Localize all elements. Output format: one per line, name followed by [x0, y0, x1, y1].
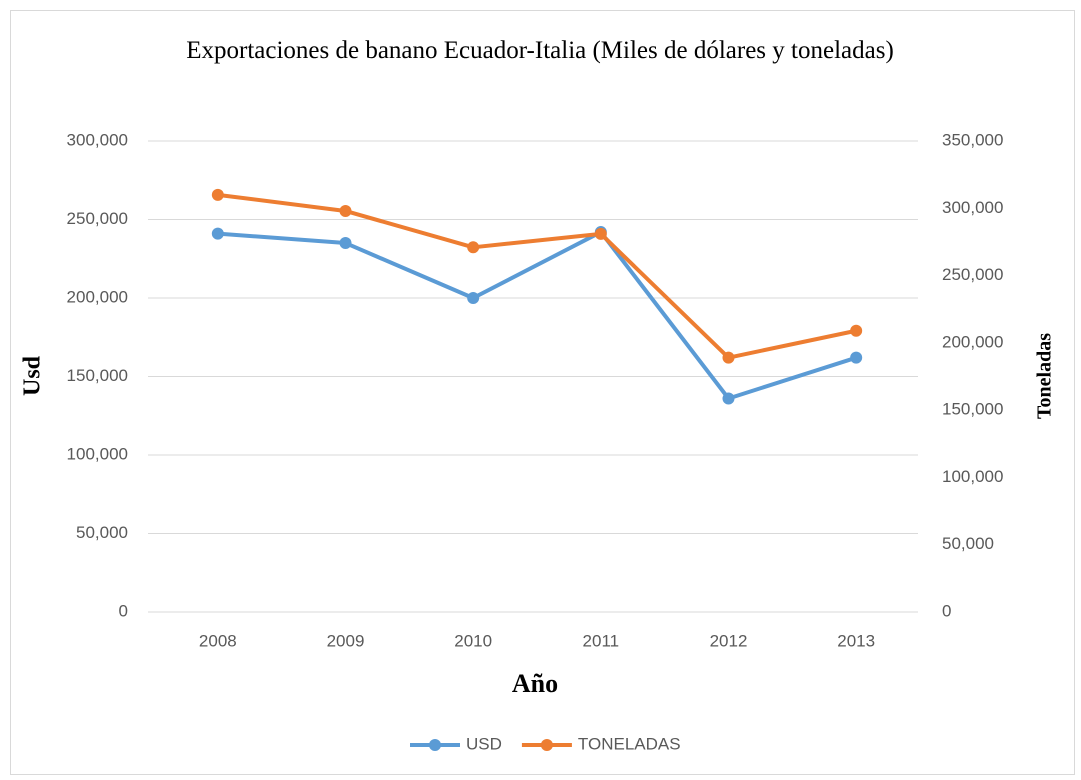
y-tick-label: 100,000 — [67, 444, 128, 463]
x-tick-label: 2008 — [199, 631, 237, 650]
x-tick-label: 2012 — [710, 631, 748, 650]
y2-tick-label: 100,000 — [942, 467, 1003, 486]
point-marker — [850, 351, 863, 364]
y2-axis-label: Toneladas — [1034, 333, 1056, 419]
point-marker — [211, 227, 224, 240]
point-marker — [339, 204, 352, 217]
point-marker — [722, 351, 735, 364]
point-marker — [467, 292, 480, 304]
y2-tick-label: 50,000 — [942, 534, 994, 553]
point-marker — [594, 227, 607, 240]
point-marker — [850, 324, 863, 337]
y-tick-label: 150,000 — [67, 366, 128, 385]
x-tick-label: 2010 — [454, 631, 492, 650]
chart-title: Exportaciones de banano Ecuador-Italia (… — [186, 37, 894, 64]
x-tick-label: 2013 — [837, 631, 875, 650]
y-tick-label: 250,000 — [67, 209, 128, 228]
y-tick-label: 200,000 — [67, 287, 128, 306]
y2-tick-label: 350,000 — [942, 130, 1003, 149]
y2-tick-label: 0 — [942, 601, 951, 620]
y-axis-label: Usd — [20, 355, 46, 396]
y2-tick-label: 300,000 — [942, 198, 1003, 217]
point-marker — [339, 237, 352, 250]
legend-label: TONELADAS — [578, 734, 681, 753]
chart-border — [10, 10, 1075, 775]
y-tick-label: 50,000 — [76, 523, 128, 542]
legend-label: USD — [466, 734, 502, 753]
series-line — [215, 230, 859, 401]
x-tick-label: 2009 — [327, 631, 365, 650]
x-axis-label: Año — [512, 669, 558, 698]
point-marker — [211, 188, 224, 201]
y2-tick-label: 250,000 — [942, 265, 1003, 284]
y-tick-label: 300,000 — [67, 130, 128, 149]
legend-marker — [429, 739, 441, 751]
x-tick-label: 2011 — [583, 631, 620, 650]
series-line — [215, 192, 859, 360]
point-marker — [467, 241, 480, 254]
y2-tick-label: 150,000 — [942, 400, 1003, 419]
y-tick-label: 0 — [119, 601, 128, 620]
y2-tick-label: 200,000 — [942, 332, 1003, 351]
point-marker — [722, 392, 735, 405]
legend-marker — [540, 739, 553, 751]
